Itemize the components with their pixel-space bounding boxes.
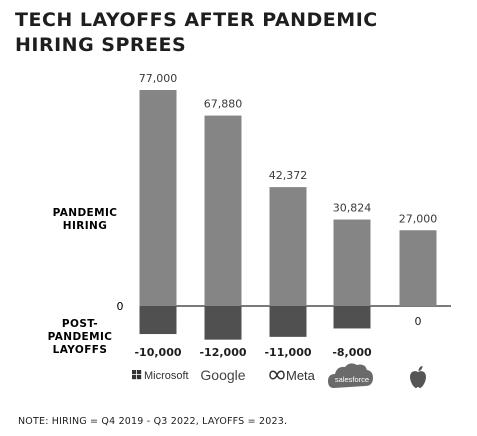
value-label-layoffs-google: -12,000	[199, 346, 246, 359]
bar-hiring-salesforce	[333, 219, 371, 306]
chart-labels: 77,000 -10,000 67,880 -12,000 42,372 -11,000 3…	[48, 72, 438, 359]
value-label-layoffs-salesforce: -8,000	[332, 346, 372, 359]
bar-hiring-microsoft	[139, 90, 177, 306]
y-zero-label: 0	[117, 300, 124, 313]
value-label-layoffs-meta: -11,000	[264, 346, 311, 359]
meta-infinity-icon	[269, 370, 285, 380]
value-label-hiring-salesforce: 30,824	[333, 202, 372, 215]
chart-title-line-2: HIRING SPREES	[15, 34, 187, 56]
salesforce-logo-text: salesforce	[335, 375, 369, 384]
section-label-layoffs-line-2: PANDEMIC	[48, 331, 113, 343]
value-label-layoffs-microsoft: -10,000	[134, 346, 181, 359]
bar-hiring-meta	[269, 187, 307, 306]
section-label-hiring-line-1: PANDEMIC	[53, 207, 118, 219]
salesforce-cloud-icon	[328, 363, 373, 388]
chart-marks	[139, 90, 451, 340]
microsoft-logo-square	[137, 375, 142, 380]
bar-layoffs-google	[204, 306, 242, 340]
bar-layoffs-meta	[269, 306, 307, 337]
company-logos: Microsoft Google Meta salesforce	[132, 363, 426, 388]
bar-layoffs-salesforce	[333, 306, 371, 329]
bar-layoffs-microsoft	[139, 306, 177, 335]
section-label-layoffs-line-3: LAYOFFS	[53, 344, 108, 356]
bar-hiring-apple	[399, 230, 437, 306]
value-label-hiring-meta: 42,372	[269, 169, 308, 182]
google-logo-text: Google	[200, 367, 245, 383]
microsoft-logo-square	[132, 375, 137, 380]
value-label-layoffs-apple: 0	[415, 315, 422, 328]
value-label-hiring-microsoft: 77,000	[139, 72, 178, 85]
section-label-hiring-line-2: HIRING	[63, 220, 108, 232]
meta-logo-text: Meta	[286, 368, 316, 383]
chart-title-line-1: TECH LAYOFFS AFTER PANDEMIC	[15, 9, 378, 31]
microsoft-logo-text: Microsoft	[144, 370, 189, 382]
apple-logo-icon	[410, 371, 426, 388]
microsoft-logo-square	[132, 370, 137, 375]
chart-title: TECH LAYOFFS AFTER PANDEMIC HIRING SPREE…	[15, 8, 378, 58]
microsoft-logo-square	[137, 370, 142, 375]
footnote: NOTE: HIRING = Q4 2019 - Q3 2022, LAYOFF…	[18, 416, 288, 427]
bar-hiring-google	[204, 115, 242, 306]
section-label-layoffs-line-1: POST-	[62, 318, 98, 330]
apple-leaf-icon	[418, 366, 423, 371]
value-label-hiring-google: 67,880	[204, 98, 243, 111]
value-label-hiring-apple: 27,000	[399, 212, 438, 225]
